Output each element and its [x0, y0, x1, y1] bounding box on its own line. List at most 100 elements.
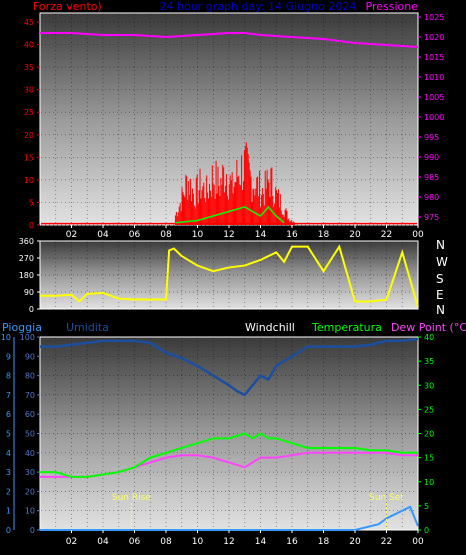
- direction-left-tick-label: 360: [19, 237, 34, 246]
- wind-panel-tick-label: 14: [255, 230, 267, 240]
- temp-panel-tick-label: 10: [192, 537, 204, 547]
- humidity-left-tick-label: 0: [30, 526, 35, 535]
- compass-n-top: N: [436, 238, 445, 252]
- rain-left-tick-label: 2: [6, 487, 11, 496]
- temp-panel-tick-label: 18: [318, 537, 330, 547]
- header-left-label: Forza vento): [33, 0, 102, 13]
- pressure-right-tick-label: 995: [424, 133, 439, 142]
- compass-labels: N W S E N: [436, 238, 448, 317]
- humidity-left-tick-label: 30: [25, 468, 35, 477]
- humidity-left-tick-label: 100: [20, 333, 35, 342]
- legend-humidity: Umidita: [66, 321, 109, 334]
- rain-left-tick-label: 9: [6, 352, 11, 361]
- temp-right-tick-label: 35: [424, 357, 434, 366]
- humidity-left-tick-label: 70: [25, 391, 35, 400]
- wind-left-tick-label: 5: [29, 198, 34, 207]
- temp-right-tick-label: 15: [424, 454, 434, 463]
- direction-left-tick-label: 90: [24, 288, 34, 297]
- wind-left-tick-label: 15: [24, 153, 34, 162]
- legend-windchill: Windchill: [245, 321, 295, 334]
- header-right-label: Pressione: [366, 0, 419, 13]
- pressure-right-tick-label: 1025: [424, 13, 444, 22]
- humidity-left-tick-label: 20: [25, 487, 35, 496]
- sunrise-label: Sun Rise: [112, 493, 151, 503]
- temp-panel-tick-label: 16: [286, 537, 298, 547]
- compass-w: W: [436, 255, 448, 269]
- direction-left-tick-label: 270: [19, 254, 34, 263]
- wind-left-tick-label: 10: [24, 176, 34, 185]
- wind-panel-tick-label: 10: [192, 230, 204, 240]
- humidity-left-tick-label: 80: [25, 372, 35, 381]
- humidity-line: [40, 337, 419, 397]
- wind-left-tick-label: 40: [24, 41, 34, 50]
- temp-right-tick-label: 5: [424, 502, 429, 511]
- wind-panel-tick-label: 20: [349, 230, 361, 240]
- temp-panel-tick-label: 08: [160, 537, 172, 547]
- temp-right-tick-label: 30: [424, 381, 434, 390]
- temp-right-tick-label: 25: [424, 405, 434, 414]
- pressure-right-tick-label: 1015: [424, 53, 444, 62]
- compass-e: E: [436, 288, 444, 302]
- rain-left-tick-label: 6: [6, 410, 11, 419]
- direction-left-tick-label: 0: [29, 305, 34, 314]
- pressure-right-tick-label: 980: [424, 193, 439, 202]
- wind-left-tick-label: 45: [24, 18, 34, 27]
- temp-panel-tick-label: 02: [66, 537, 77, 547]
- rain-left-tick-label: 0: [6, 526, 11, 535]
- legend-rain: Pioggia: [2, 321, 42, 334]
- rain-left-tick-label: 1: [6, 507, 11, 516]
- wind-left-tick-label: 35: [24, 63, 34, 72]
- wind-left-tick-label: 25: [24, 108, 34, 117]
- temp-right-tick-label: 0: [424, 526, 429, 535]
- temp-panel-tick-label: 04: [97, 537, 109, 547]
- wind-panel-tick-label: 08: [160, 230, 172, 240]
- wind-panel-tick-label: 02: [66, 230, 77, 240]
- temp-panel-tick-label: 06: [129, 537, 141, 547]
- chart-dynamic-layer: 0510152025303540459759809859909951000100…: [1, 12, 444, 547]
- rain-left-tick-label: 4: [6, 449, 11, 458]
- wind-green-series: [175, 205, 285, 224]
- wind-panel-tick-label: 16: [286, 230, 298, 240]
- pressure-right-tick-label: 1000: [424, 113, 444, 122]
- humidity-left-tick-label: 40: [25, 449, 35, 458]
- wind-panel-tick-label: 12: [223, 230, 234, 240]
- pressure-line: [40, 32, 419, 48]
- wind-panel-tick-label: 04: [97, 230, 109, 240]
- compass-s: S: [436, 272, 444, 286]
- direction-left-tick-label: 180: [19, 271, 34, 280]
- humidity-left-tick-label: 60: [25, 410, 35, 419]
- rain-left-tick-label: 7: [6, 391, 11, 400]
- sunset-label: Sun Set: [369, 493, 404, 503]
- pressure-right-tick-label: 985: [424, 173, 439, 182]
- humidity-left-tick-label: 10: [25, 507, 35, 516]
- temp-right-tick-label: 10: [424, 478, 434, 487]
- temp-panel-tick-label: 12: [223, 537, 234, 547]
- wind-left-tick-label: 0: [29, 221, 34, 230]
- pressure-right-tick-label: 1020: [424, 33, 444, 42]
- wind-panel-tick-label: 00: [412, 230, 424, 240]
- wind-left-tick-label: 20: [24, 131, 34, 140]
- wind-panel-tick-label: 06: [129, 230, 141, 240]
- legend-temperature: Temperatura: [311, 321, 382, 334]
- header-center-title: 24 hour graph day: 14 Giugno 2024: [160, 0, 357, 13]
- compass-n-bottom: N: [436, 303, 445, 317]
- pressure-right-tick-label: 975: [424, 213, 439, 222]
- temp-right-tick-label: 20: [424, 430, 434, 439]
- rain-line: [40, 505, 419, 531]
- pressure-right-tick-label: 1010: [424, 73, 444, 82]
- wind-left-tick-label: 30: [24, 86, 34, 95]
- pressure-right-tick-label: 990: [424, 153, 439, 162]
- humidity-left-tick-label: 50: [25, 430, 35, 439]
- rain-left-tick-label: 8: [6, 372, 11, 381]
- temp-panel-tick-label: 14: [255, 537, 267, 547]
- legend-dewpoint: Dew Point (°C): [391, 321, 466, 334]
- rain-left-tick-label: 10: [1, 333, 11, 342]
- temp-panel-tick-label: 20: [349, 537, 361, 547]
- wind-panel-tick-label: 18: [318, 230, 330, 240]
- temp-panel-tick-label: 00: [412, 537, 424, 547]
- temperature-line: [40, 432, 418, 478]
- direction-line: [40, 244, 419, 308]
- pressure-right-tick-label: 1005: [424, 93, 444, 102]
- temp-right-tick-label: 40: [424, 333, 434, 342]
